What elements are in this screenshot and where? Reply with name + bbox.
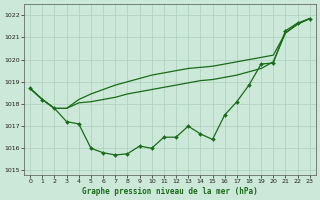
X-axis label: Graphe pression niveau de la mer (hPa): Graphe pression niveau de la mer (hPa) bbox=[82, 187, 258, 196]
